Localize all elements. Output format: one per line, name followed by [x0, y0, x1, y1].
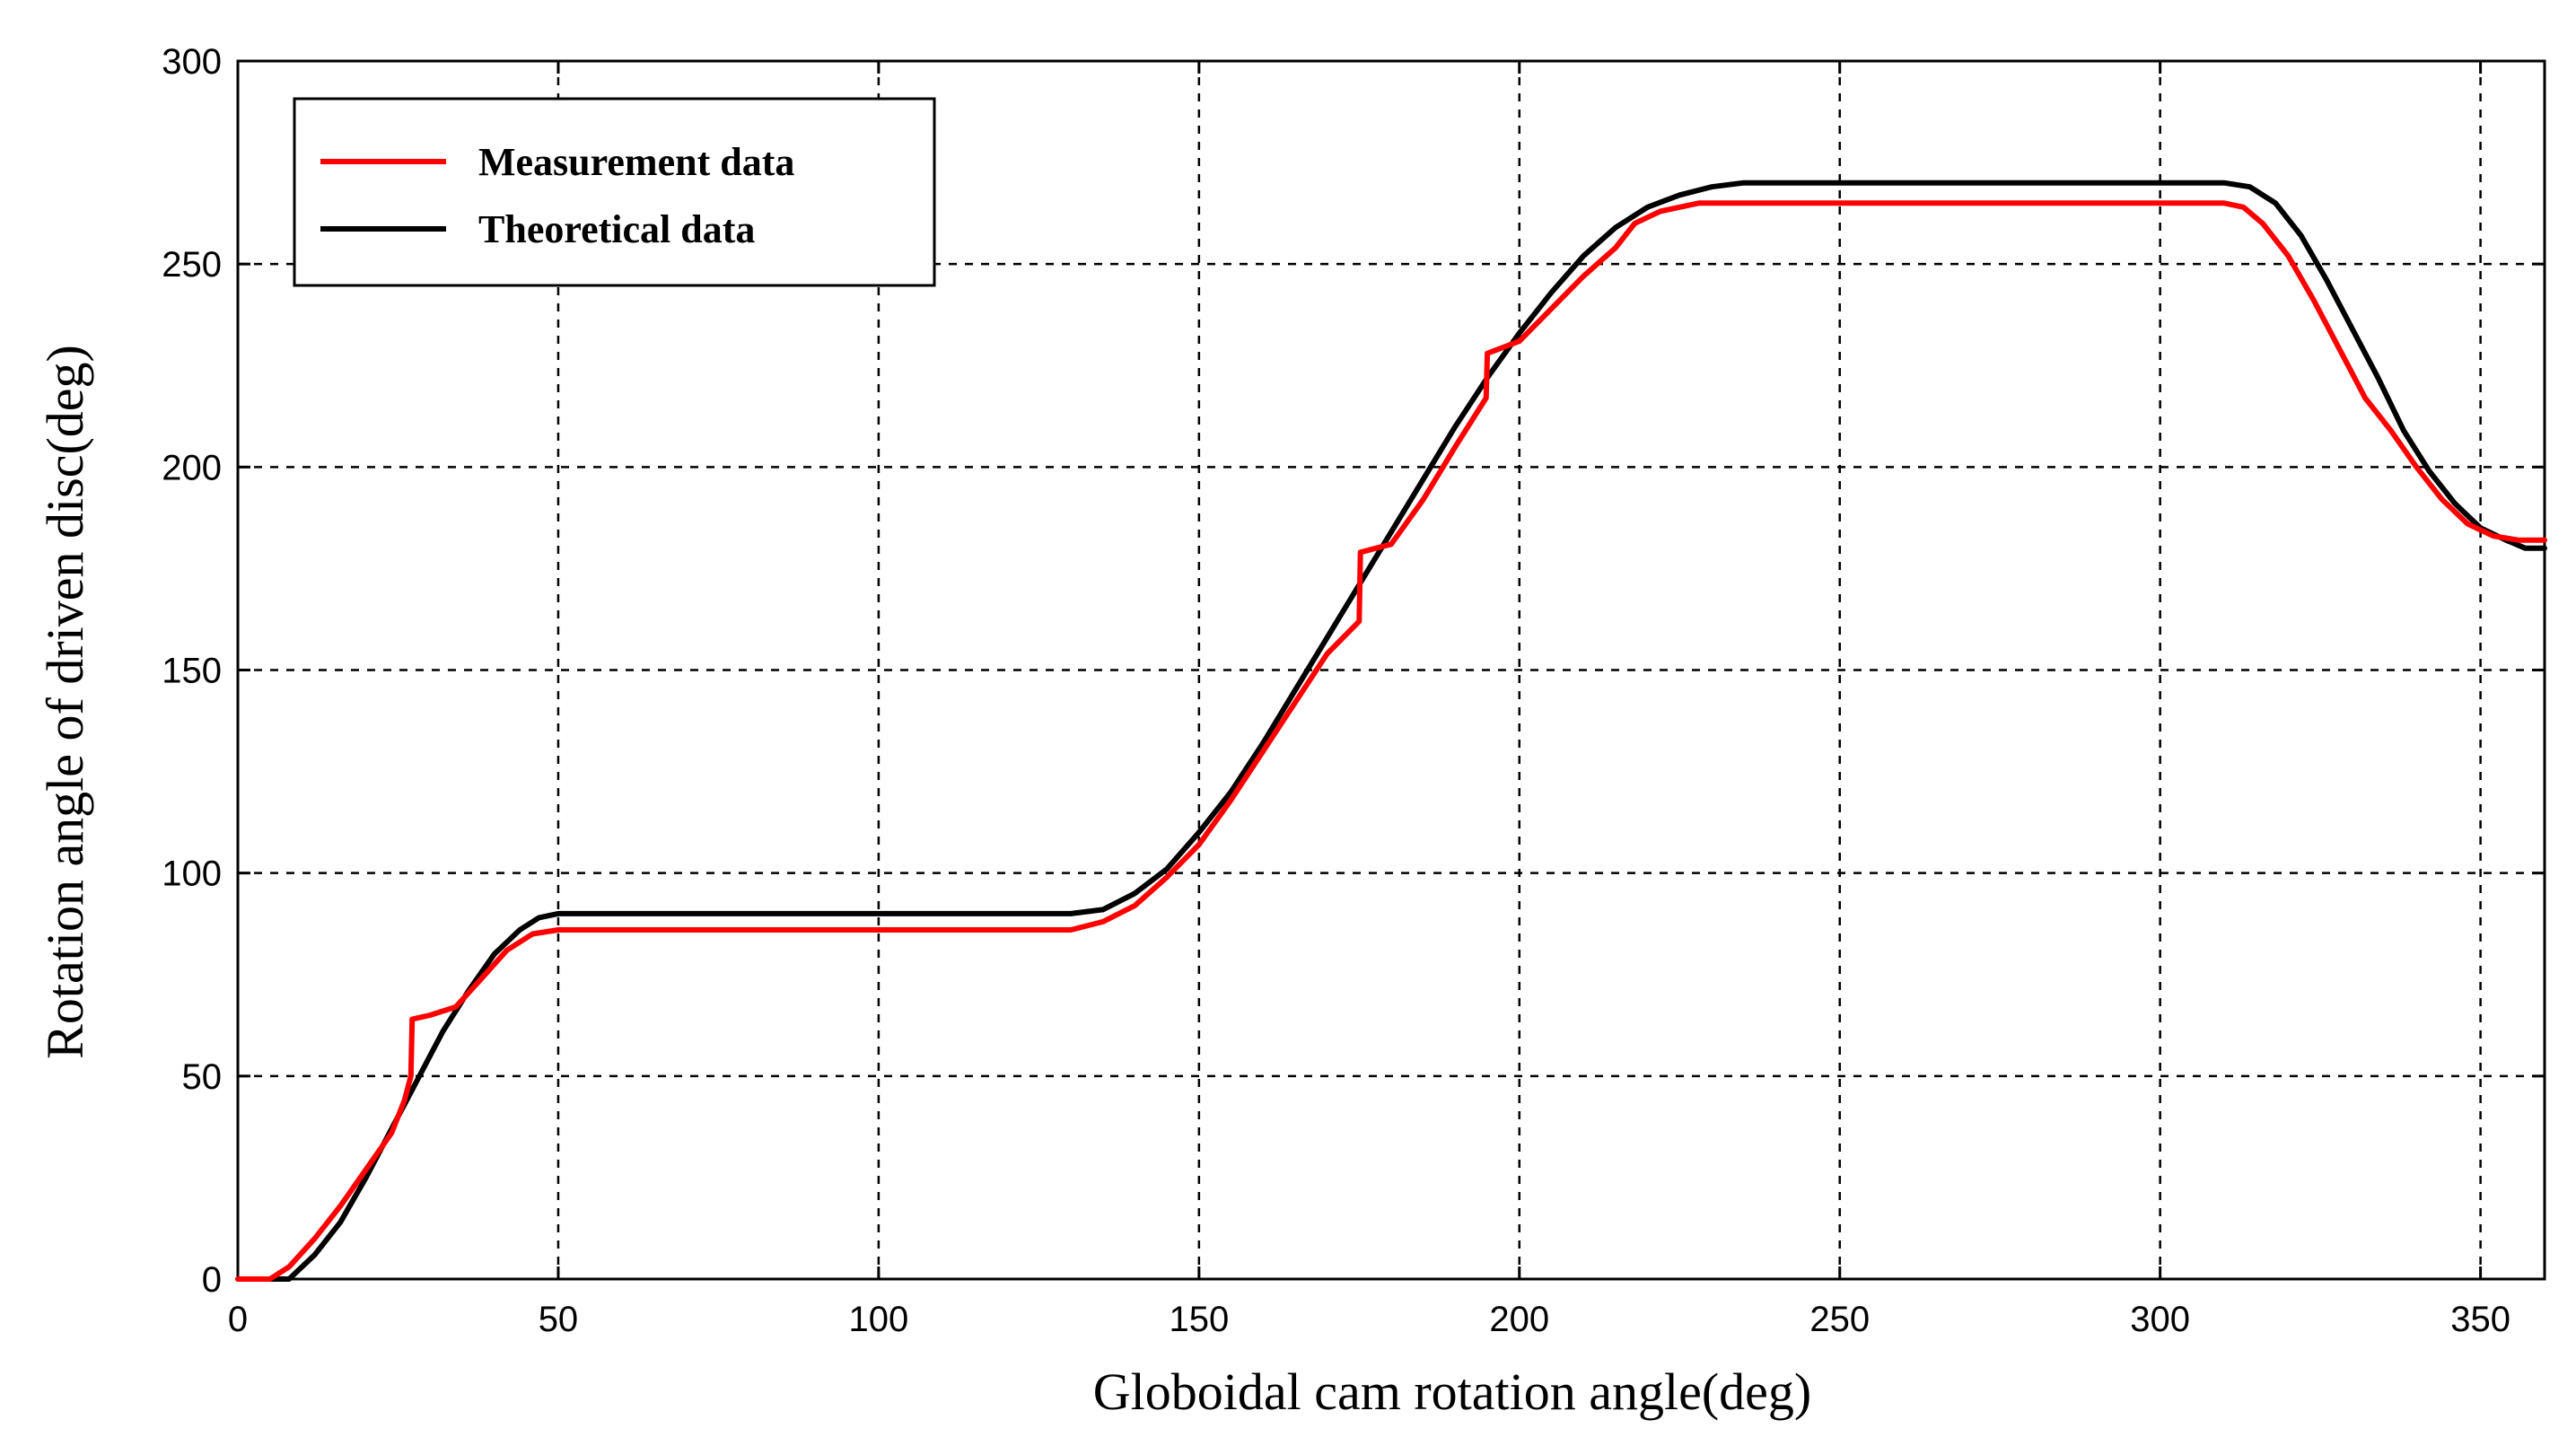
- x-tick-label: 50: [539, 1300, 579, 1339]
- x-tick-label: 350: [2450, 1300, 2510, 1339]
- series-lines: [235, 180, 2547, 1282]
- axis-ticks: 0 50 100 150 200 250 300 350 0 50 100 150 200 250 300: [162, 42, 2545, 1339]
- x-tick-label: 250: [1809, 1300, 1870, 1339]
- x-tick-label: 300: [2130, 1300, 2190, 1339]
- x-tick-label: 150: [1169, 1300, 1229, 1339]
- y-tick-label: 150: [162, 652, 222, 691]
- y-tick-label: 250: [162, 245, 222, 285]
- x-tick-label: 200: [1489, 1300, 1549, 1339]
- x-tick-label: 0: [228, 1300, 248, 1339]
- legend-label-measurement: Measurement data: [478, 140, 794, 184]
- y-tick-label: 0: [202, 1260, 222, 1300]
- y-tick-label: 200: [162, 448, 222, 487]
- series-line-measurement: [235, 200, 2547, 1282]
- x-axis-label: Globoidal cam rotation angle(deg): [1093, 1363, 1811, 1421]
- legend-label-theoretical: Theoretical data: [478, 207, 755, 251]
- legend-box: [293, 97, 936, 287]
- x-tick-label: 100: [849, 1300, 909, 1339]
- y-tick-label: 50: [182, 1057, 223, 1097]
- legend: Measurement data Theoretical data: [293, 97, 936, 287]
- grid-lines: [238, 61, 2545, 1279]
- y-tick-label: 300: [162, 42, 222, 82]
- y-axis-label: Rotation angle of driven disc(deg): [36, 345, 94, 1059]
- y-tick-label: 100: [162, 854, 222, 894]
